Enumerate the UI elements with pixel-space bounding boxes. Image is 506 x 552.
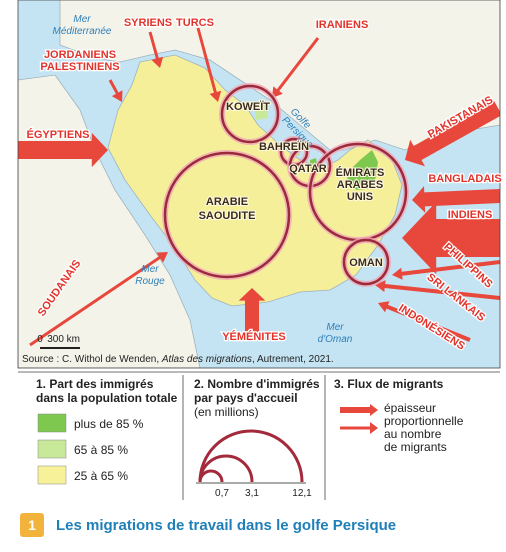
source-part: Source : C. Withol de Wenden, — [22, 354, 162, 365]
label-line: dans la population totale — [36, 391, 178, 405]
flow-label: YÉMÉNITES — [222, 330, 286, 343]
legend-arc — [198, 469, 224, 483]
label-line: ARABIE — [206, 196, 248, 208]
legend — [18, 371, 500, 500]
legend-circles — [198, 429, 304, 483]
flow-label: INDIENS — [448, 209, 493, 221]
country-circle — [342, 238, 390, 286]
flow-arrow — [412, 186, 500, 213]
legend-swatch — [37, 413, 67, 433]
country-label: QATAR — [289, 163, 327, 175]
label-line: épaisseur — [384, 401, 436, 415]
country-label: ÉMIRATS ARABES UNIS — [336, 166, 385, 203]
flow-label: ÉGYPTIENS — [27, 128, 90, 141]
label-line: au nombre — [384, 427, 442, 441]
legend-title: 2. Nombre d'immigrés par pays d'accueil — [194, 377, 320, 405]
country-circle — [279, 137, 309, 167]
sea-label: Mer Rouge — [135, 264, 165, 287]
country-circle — [163, 151, 291, 279]
legend-item: 25 à 65 % — [74, 469, 128, 483]
legend-arrow — [340, 404, 378, 416]
legend-text: épaisseur proportionnelle au nombre de migr… — [384, 401, 464, 454]
sea-label: Mer Méditerranée — [53, 14, 112, 37]
legend-unit: (en millions) — [194, 405, 259, 419]
caption-badge — [20, 513, 44, 537]
label-line: ARABES — [337, 179, 383, 191]
country-label: BAHREÏN — [259, 140, 309, 153]
flow-arrow — [378, 301, 471, 342]
label-line: ÉMIRATS — [336, 166, 385, 179]
flow-arrow — [108, 79, 123, 102]
label-line: UNIS — [347, 191, 373, 203]
label-line: 2. Nombre d'immigrés — [194, 377, 320, 391]
sea-label: Mer d'Oman — [318, 322, 353, 345]
flow-arrow — [402, 201, 500, 275]
map — [18, 0, 500, 368]
flow-label: IRANIENS — [316, 19, 369, 31]
label-line: JORDANIENS — [44, 49, 116, 61]
land-kuwait — [254, 102, 268, 120]
label-line: Rouge — [135, 276, 165, 287]
label-line: de migrants — [384, 440, 447, 454]
flow-arrow — [375, 280, 500, 300]
flow-arrow — [196, 27, 222, 103]
country-circle — [220, 84, 280, 144]
flow-arrow — [272, 37, 320, 98]
flow-arrows — [18, 27, 500, 347]
source-work: Atlas des migrations — [161, 354, 252, 365]
land-uae — [345, 150, 378, 190]
flow-arrow — [405, 101, 500, 167]
map-frame — [17, 0, 501, 369]
label-line: par pays d'accueil — [194, 391, 298, 405]
label-line: Mer — [73, 14, 91, 25]
legend-swatch — [37, 439, 67, 459]
legend-arrow — [340, 422, 378, 434]
label-line: Mer — [326, 322, 344, 333]
legend-value: 0,7 — [215, 488, 229, 499]
label-line: 1. Part des immigrés — [36, 377, 154, 391]
label-line: proportionnelle — [384, 414, 464, 428]
flow-label: BANGLADAIS — [428, 173, 501, 185]
legend-arc — [198, 454, 254, 483]
label-line: Méditerranée — [53, 26, 112, 37]
caption-number: 1 — [28, 517, 36, 533]
flow-label: SYRIENS — [124, 17, 172, 29]
flow-arrow — [18, 132, 108, 168]
scale-label: 300 km — [47, 334, 80, 345]
source: Source : C. Withol de Wenden, Atlas des … — [22, 354, 334, 365]
legend-arrows — [340, 404, 378, 434]
country-label: ARABIE SAOUDITE — [199, 196, 256, 222]
country-label: KOWEÏT — [226, 100, 270, 113]
flow-label: JORDANIENS PALESTINIENS — [40, 49, 119, 73]
legend-item: 65 à 85 % — [74, 443, 128, 457]
label-line: PALESTINIENS — [40, 61, 119, 73]
legend-value: 12,1 — [292, 488, 312, 499]
legend-value: 3,1 — [245, 488, 259, 499]
legend-swatch — [37, 465, 67, 485]
legend-title: 1. Part des immigrés dans la population t… — [36, 377, 178, 405]
scale-label: 0 — [37, 334, 43, 345]
flow-arrow — [238, 288, 266, 332]
caption-title: Les migrations de travail dans le golfe … — [56, 517, 396, 534]
label-line: Mer — [141, 264, 159, 275]
flow-arrow — [392, 260, 500, 280]
flow-label: TURCS — [176, 17, 214, 29]
legend-item: plus de 85 % — [74, 417, 144, 431]
source-part: , Autrement, 2021. — [252, 354, 334, 365]
legend-arc — [198, 429, 304, 483]
legend-title: 3. Flux de migrants — [334, 377, 444, 391]
flow-arrow — [148, 31, 164, 69]
country-label: OMAN — [349, 257, 383, 269]
flow-arrow — [29, 252, 169, 347]
label-line: SAOUDITE — [199, 210, 256, 222]
immigrant-circles — [162, 83, 409, 287]
label-line: d'Oman — [318, 334, 353, 345]
